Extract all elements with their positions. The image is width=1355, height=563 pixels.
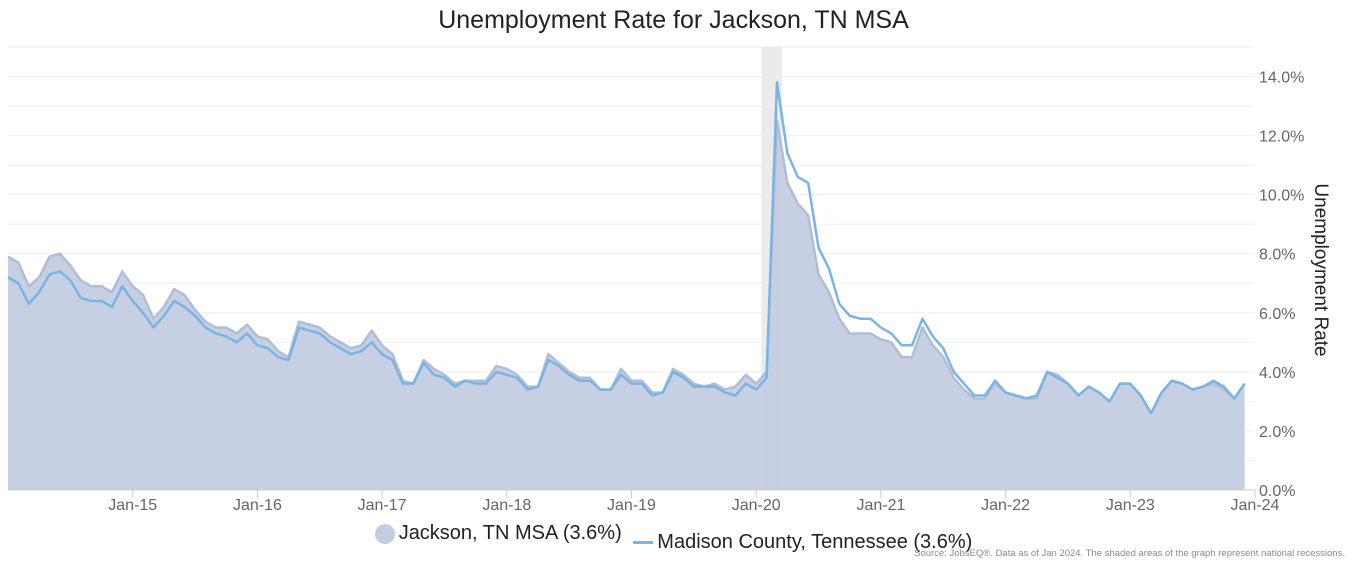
- series-line-madison: [7, 81, 1246, 415]
- x-tick-label: Jan-22: [981, 497, 1030, 514]
- x-tick-label: Jan-15: [108, 497, 157, 514]
- legend-item-jackson: Jackson, TN MSA (3.6%): [374, 522, 622, 545]
- x-tick-label: Jan-17: [358, 497, 407, 514]
- area-layer: [7, 119, 1246, 490]
- x-tick-label: Jan-16: [233, 497, 282, 514]
- series-area-jackson: [8, 120, 1245, 490]
- y-tick-label: 0.0%: [1259, 483, 1295, 500]
- legend-line-swatch: [633, 540, 654, 544]
- legend-label-jackson: Jackson, TN MSA (3.6%): [398, 522, 622, 544]
- y-tick-label: 6.0%: [1259, 306, 1295, 323]
- legend-area-swatch: [374, 523, 395, 544]
- x-tick-label: Jan-24: [1231, 497, 1280, 514]
- legend-label-madison: Madison County, Tennessee (3.6%): [657, 530, 973, 553]
- source-note: Source: JobsEQ®. Data as of Jan 2024. Th…: [914, 548, 1345, 559]
- legend: Jackson, TN MSA (3.6%) Madison County, T…: [0, 522, 1347, 554]
- y-tick-label: 14.0%: [1259, 70, 1304, 87]
- x-tick-label: Jan-21: [856, 497, 905, 514]
- y-tick-label: 8.0%: [1259, 247, 1295, 264]
- x-tick-label: Jan-20: [732, 497, 781, 514]
- legend-item-madison: Madison County, Tennessee (3.6%): [633, 531, 972, 554]
- y-tick-label: 4.0%: [1259, 365, 1295, 382]
- y-tick-label: 12.0%: [1259, 129, 1304, 146]
- y-axis-title: Unemployment Rate: [1310, 183, 1331, 356]
- chart-title: Unemployment Rate for Jackson, TN MSA: [438, 6, 909, 34]
- x-tick-label: Jan-23: [1106, 497, 1155, 514]
- line-layer: [7, 81, 1246, 415]
- x-tick-label: Jan-19: [607, 497, 656, 514]
- x-tick-label: Jan-18: [482, 497, 531, 514]
- axis-layer: 0.0% 2.0% 4.0% 6.0% 8.0% 10.0% 12.0% 14.0% Jan-1…: [8, 70, 1304, 514]
- y-tick-label: 2.0%: [1259, 424, 1295, 441]
- y-tick-label: 10.0%: [1259, 188, 1304, 205]
